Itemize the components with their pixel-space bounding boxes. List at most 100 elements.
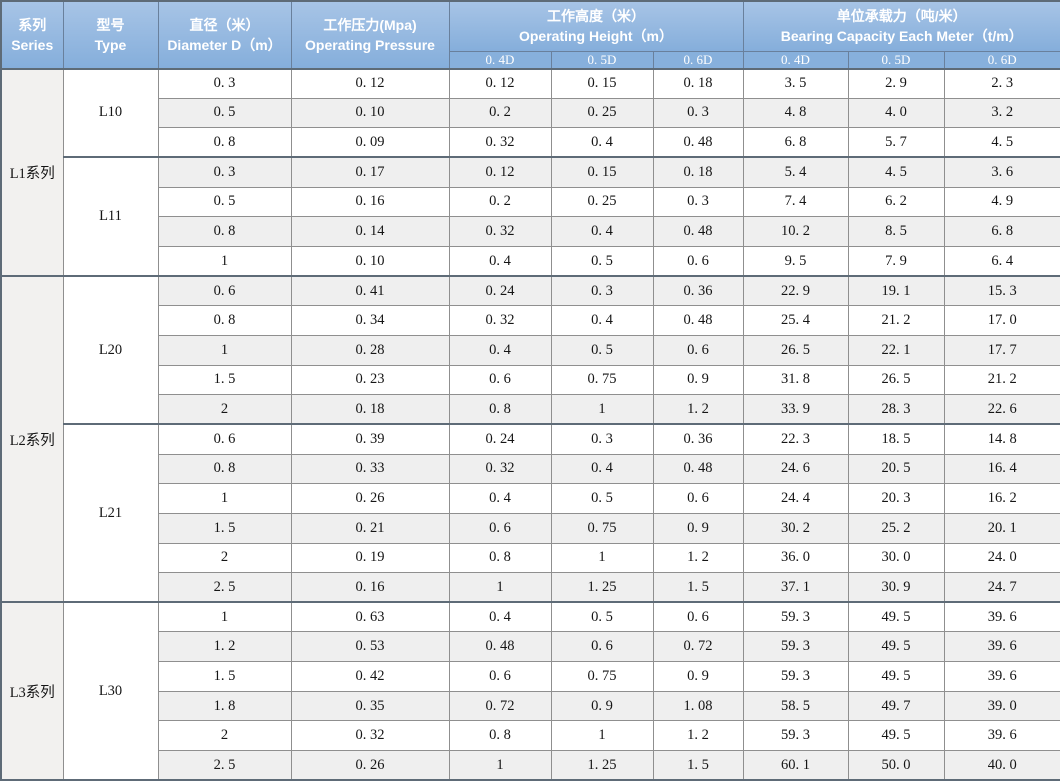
- table-cell: 1: [158, 335, 291, 365]
- table-cell: 6. 4: [944, 246, 1060, 276]
- table-cell: 1: [551, 721, 653, 751]
- table-cell: 1. 25: [551, 573, 653, 603]
- table-cell: 0. 3: [551, 276, 653, 306]
- table-cell: 16. 2: [944, 484, 1060, 514]
- table-cell: 0. 3: [551, 424, 653, 454]
- series-cell: L3系列: [1, 602, 63, 780]
- table-cell: 2. 5: [158, 573, 291, 603]
- table-cell: 2. 3: [944, 69, 1060, 99]
- table-cell: 1. 2: [653, 395, 743, 425]
- table-cell: 10. 2: [743, 217, 848, 247]
- table-cell: 59. 3: [743, 632, 848, 662]
- table-cell: 0. 32: [291, 721, 449, 751]
- table-cell: 0. 6: [449, 662, 551, 692]
- subheader-height-06d: 0. 6D: [653, 51, 743, 69]
- table-cell: 0. 33: [291, 454, 449, 484]
- subheader-cap-06d: 0. 6D: [944, 51, 1060, 69]
- table-cell: 0. 18: [653, 69, 743, 99]
- table-cell: 0. 3: [158, 157, 291, 187]
- table-cell: 0. 2: [449, 187, 551, 217]
- table-cell: 26. 5: [848, 365, 944, 395]
- table-cell: 1. 5: [158, 365, 291, 395]
- table-cell: 0. 15: [551, 157, 653, 187]
- table-cell: 0. 2: [449, 98, 551, 128]
- table-cell: 0. 4: [449, 484, 551, 514]
- table-cell: 0. 5: [551, 335, 653, 365]
- table-cell: 50. 0: [848, 751, 944, 781]
- table-cell: 0. 17: [291, 157, 449, 187]
- table-cell: 0. 25: [551, 187, 653, 217]
- table-cell: 0. 53: [291, 632, 449, 662]
- table-cell: 30. 0: [848, 543, 944, 573]
- table-cell: 1. 5: [158, 513, 291, 543]
- table-cell: 2. 9: [848, 69, 944, 99]
- table-cell: 1: [551, 543, 653, 573]
- table-cell: 0. 5: [158, 98, 291, 128]
- table-cell: 0. 6: [449, 513, 551, 543]
- table-cell: 0. 4: [551, 454, 653, 484]
- table-cell: 0. 6: [653, 335, 743, 365]
- table-cell: 0. 12: [291, 69, 449, 99]
- table-cell: 39. 6: [944, 721, 1060, 751]
- type-cell: L21: [63, 424, 158, 602]
- table-cell: 1: [551, 395, 653, 425]
- table-cell: 3. 2: [944, 98, 1060, 128]
- table-cell: 0. 4: [449, 602, 551, 632]
- table-cell: 9. 5: [743, 246, 848, 276]
- table-cell: 1. 08: [653, 691, 743, 721]
- table-cell: 1: [158, 246, 291, 276]
- table-cell: 5. 7: [848, 128, 944, 158]
- table-cell: 5. 4: [743, 157, 848, 187]
- table-cell: 15. 3: [944, 276, 1060, 306]
- table-cell: 0. 5: [158, 187, 291, 217]
- table-cell: 0. 4: [449, 335, 551, 365]
- table-cell: 0. 23: [291, 365, 449, 395]
- table-cell: 4. 8: [743, 98, 848, 128]
- table-cell: 0. 3: [158, 69, 291, 99]
- table-cell: 0. 32: [449, 306, 551, 336]
- table-cell: 0. 16: [291, 187, 449, 217]
- table-cell: 39. 0: [944, 691, 1060, 721]
- table-cell: 0. 63: [291, 602, 449, 632]
- subheader-height-04d: 0. 4D: [449, 51, 551, 69]
- type-cell: L30: [63, 602, 158, 780]
- table-cell: 2. 5: [158, 751, 291, 781]
- table-cell: 0. 8: [158, 217, 291, 247]
- table-cell: 2: [158, 721, 291, 751]
- table-cell: 0. 8: [158, 454, 291, 484]
- subheader-cap-04d: 0. 4D: [743, 51, 848, 69]
- table-cell: 0. 3: [653, 187, 743, 217]
- table-cell: 1: [158, 484, 291, 514]
- table-cell: 25. 4: [743, 306, 848, 336]
- table-cell: 1: [449, 751, 551, 781]
- table-cell: 20. 1: [944, 513, 1060, 543]
- header-diameter-en: Diameter D（m）: [159, 36, 291, 55]
- table-cell: 0. 35: [291, 691, 449, 721]
- table-cell: 0. 32: [449, 454, 551, 484]
- table-cell: 0. 32: [449, 128, 551, 158]
- table-cell: 0. 25: [551, 98, 653, 128]
- table-cell: 0. 4: [551, 306, 653, 336]
- table-cell: 18. 5: [848, 424, 944, 454]
- table-cell: 0. 16: [291, 573, 449, 603]
- header-height-en: Operating Height（m）: [450, 27, 743, 46]
- table-cell: 22. 1: [848, 335, 944, 365]
- table-cell: 0. 8: [158, 306, 291, 336]
- table-cell: 0. 48: [653, 217, 743, 247]
- table-cell: 0. 42: [291, 662, 449, 692]
- table-cell: 1. 5: [653, 751, 743, 781]
- table-cell: 36. 0: [743, 543, 848, 573]
- table-cell: 6. 2: [848, 187, 944, 217]
- header-pressure-zh: 工作压力(Mpa): [292, 15, 449, 36]
